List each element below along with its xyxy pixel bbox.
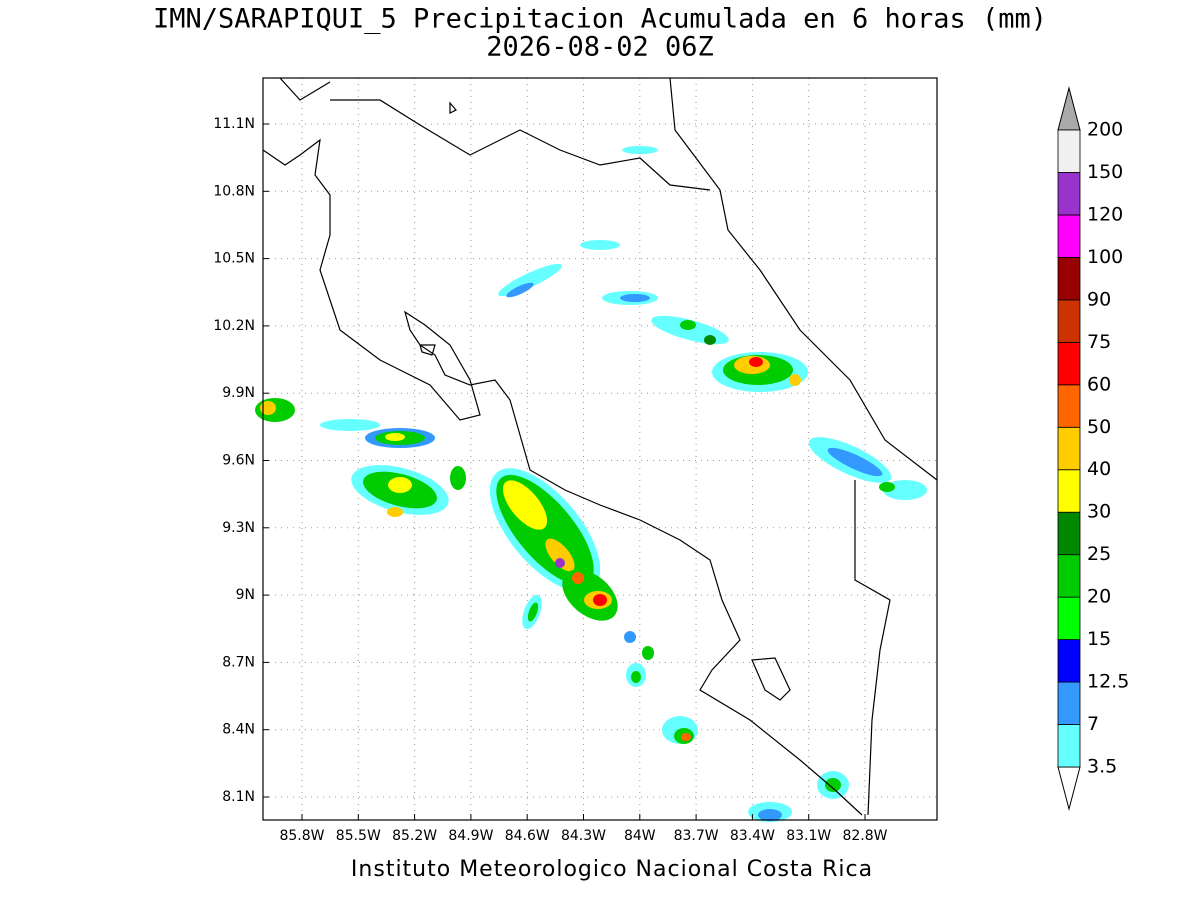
colorbar-box [1057,341,1081,386]
colorbar-box [1057,256,1081,301]
lon-label: 83.1W [786,828,831,844]
colorbar: 3.5 7 12.5 15 20 25 30 40 50 60 75 90 100 120 150 200 [1057,86,1129,811]
lon-label: 83.7W [674,828,719,844]
colorbar-label: 3.5 [1087,756,1117,778]
lon-label: 85.5W [336,828,381,844]
coastlines [262,77,938,816]
colorbar-over [1057,86,1081,131]
colorbar-label: 12.5 [1087,671,1129,693]
colorbar-label: 7 [1087,713,1099,735]
colorbar-box [1057,596,1081,641]
lat-label: 10.5N [213,251,255,267]
colorbar-box [1057,554,1081,598]
lon-label: 84W [624,828,656,844]
lon-label: 82.8W [842,828,887,844]
colorbar-box [1057,384,1081,428]
colorbar-box [1057,469,1081,513]
subtitle: 2026-08-02 06Z [486,32,714,63]
colorbar-box [1057,214,1081,258]
colorbar-box [1057,426,1081,471]
lat-label: 9N [236,587,255,603]
colorbar-box [1057,681,1081,725]
lon-label: 84.6W [505,828,550,844]
colorbar-label: 30 [1087,501,1111,523]
lon-label: 84.9W [448,828,493,844]
colorbar-label: 120 [1087,203,1123,225]
lat-label: 8.7N [222,654,255,670]
lat-label: 9.6N [222,453,255,469]
lat-label: 11.1N [213,116,255,132]
colorbar-under [1057,766,1081,811]
colorbar-box [1057,299,1081,343]
colorbar-box [1057,639,1081,683]
lat-label: 10.2N [213,318,255,334]
colorbar-label: 90 [1087,288,1111,310]
colorbar-label: 15 [1087,628,1111,650]
colorbar-label: 200 [1087,119,1123,141]
lon-label: 83.4W [730,828,775,844]
colorbar-label: 60 [1087,373,1111,395]
colorbar-label: 20 [1087,586,1111,608]
colorbar-label: 50 [1087,416,1111,438]
colorbar-label: 25 [1087,543,1111,565]
lon-label: 84.3W [561,828,606,844]
lat-label: 8.4N [222,722,255,738]
colorbar-box [1057,172,1081,216]
lon-label: 85.2W [392,828,437,844]
map-frame [262,77,938,821]
colorbar-box [1057,129,1081,173]
title: IMN/SARAPIQUI_5 Precipitacion Acumulada … [153,4,1047,35]
precipitation [255,146,927,822]
lat-label: 9.3N [222,520,255,536]
colorbar-box [1057,511,1081,556]
colorbar-label: 100 [1087,246,1123,268]
footer: Instituto Meteorologico Nacional Costa R… [351,857,873,882]
lat-label: 8.1N [222,789,255,805]
lat-label: 9.9N [222,385,255,401]
colorbar-box [1057,724,1081,768]
colorbar-label: 150 [1087,161,1123,183]
colorbar-label: 40 [1087,458,1111,480]
colorbar-label: 75 [1087,331,1111,353]
axis-labels: 11.1N 10.8N 10.5N 10.2N 9.9N 9.6N 9.3N 9N 8.7N 8.… [213,116,887,844]
grid [263,78,937,820]
lon-label: 85.8W [279,828,324,844]
lat-label: 10.8N [213,183,255,199]
